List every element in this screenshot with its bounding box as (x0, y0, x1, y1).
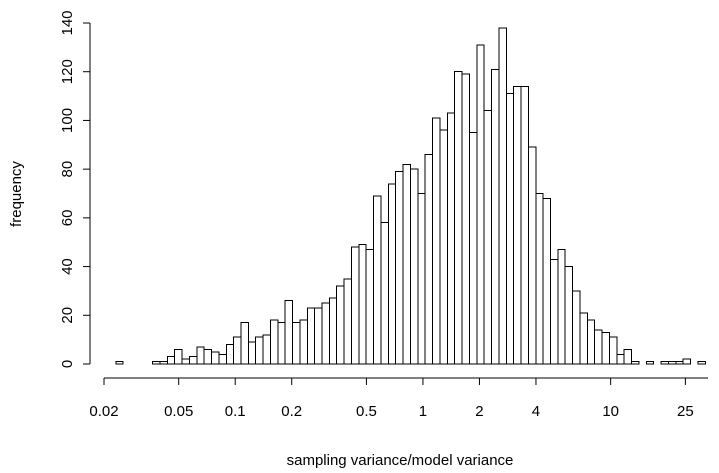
histogram-bar (491, 68, 500, 365)
histogram-bar (409, 168, 419, 365)
histogram-bar (336, 285, 345, 365)
histogram-bar (476, 44, 485, 365)
x-tick-label: 0.2 (281, 403, 302, 420)
histogram-bar (350, 246, 360, 365)
histogram-bar (513, 85, 522, 365)
histogram-bar (159, 361, 168, 365)
histogram-bar (454, 71, 463, 365)
x-tick-label: 25 (677, 403, 694, 420)
histogram-bar (631, 361, 640, 365)
histogram-bar (660, 361, 669, 365)
histogram-bar (358, 244, 367, 365)
histogram-bar (233, 336, 242, 365)
histogram-bar (373, 195, 382, 365)
histogram-bar (616, 353, 625, 365)
y-axis: 0 20 40 60 80 100 120 140 (59, 10, 91, 368)
histogram-bar (682, 358, 692, 365)
histogram-bar (446, 112, 456, 365)
histogram-bar (292, 322, 301, 365)
histogram-bar (667, 361, 677, 365)
histogram-bar (321, 302, 330, 365)
x-tick-label: 0.1 (225, 403, 246, 420)
histogram-bar (225, 344, 235, 365)
y-tick-label: 60 (59, 210, 76, 227)
histogram-bar (579, 312, 588, 365)
y-tick-label: 40 (59, 258, 76, 275)
x-tick-label: 0.5 (356, 403, 377, 420)
histogram-bar (675, 361, 684, 365)
histogram-bar (432, 117, 441, 365)
histogram-bar (174, 348, 183, 365)
histogram-bar (284, 300, 294, 365)
histogram-bar (505, 93, 515, 365)
histogram-bar (417, 193, 426, 365)
histogram-bar (240, 322, 249, 365)
histogram-bar (586, 319, 596, 365)
histogram-bar (365, 249, 375, 365)
x-tick-label: 0.02 (89, 403, 118, 420)
histogram-bar (196, 346, 205, 365)
y-tick-label: 20 (59, 307, 76, 324)
histogram-bar (328, 297, 338, 365)
histogram-bar (520, 85, 529, 365)
histogram-bar (645, 361, 655, 365)
histogram-bar (262, 334, 271, 365)
histogram-bar (277, 322, 286, 365)
histogram-bar (203, 348, 213, 365)
bars-group (115, 27, 706, 365)
histogram-bar (181, 358, 190, 365)
histogram-bar (424, 154, 434, 365)
x-axis: 0.02 0.05 0.1 0.2 0.5 1 2 4 10 25 (89, 377, 708, 420)
histogram-bar (255, 336, 264, 365)
histogram-bar (269, 319, 279, 365)
histogram-bar (188, 356, 198, 365)
histogram-bar (247, 341, 257, 365)
x-axis-label: sampling variance/model variance (287, 452, 514, 469)
histogram-bar (115, 361, 124, 365)
y-tick-label: 0 (59, 360, 76, 368)
histogram-bar (601, 331, 610, 365)
histogram-bar (395, 171, 404, 365)
histogram-bar (594, 329, 603, 365)
histogram-bar (468, 132, 478, 365)
histogram-bar (557, 249, 566, 365)
histogram-bar (314, 307, 323, 365)
x-tick-label: 10 (602, 403, 619, 420)
x-tick-label: 1 (419, 403, 427, 420)
histogram-bar (542, 197, 551, 365)
x-tick-label: 2 (475, 403, 483, 420)
histogram-bar (387, 183, 397, 365)
y-axis-label: frequency (8, 161, 25, 227)
histogram-bar (343, 278, 352, 365)
histogram-bar (550, 258, 559, 365)
histogram-bar (218, 353, 227, 365)
histogram-bar (564, 266, 574, 365)
histogram-bar (623, 348, 633, 365)
histogram-bar (380, 222, 389, 365)
histogram-bar (211, 351, 220, 365)
histogram-bar (439, 129, 448, 365)
histogram-bar (306, 307, 316, 365)
x-tick-label: 0.05 (164, 403, 193, 420)
histogram-bar (166, 356, 176, 365)
histogram-bar (498, 27, 507, 365)
x-tick-label: 4 (532, 403, 540, 420)
histogram-bar (535, 193, 544, 365)
histogram-bar (572, 290, 581, 365)
histogram-bar (527, 146, 537, 365)
y-tick-label: 120 (59, 59, 76, 84)
histogram-bar (152, 361, 161, 365)
y-tick-label: 140 (59, 10, 76, 35)
histogram-bar (483, 110, 493, 365)
y-tick-label: 80 (59, 161, 76, 178)
histogram-bar (402, 163, 411, 365)
histogram-bar (697, 361, 706, 365)
histogram-bar (299, 319, 308, 365)
histogram-bar (461, 73, 470, 365)
histogram-bar (608, 336, 618, 365)
y-tick-label: 100 (59, 108, 76, 133)
